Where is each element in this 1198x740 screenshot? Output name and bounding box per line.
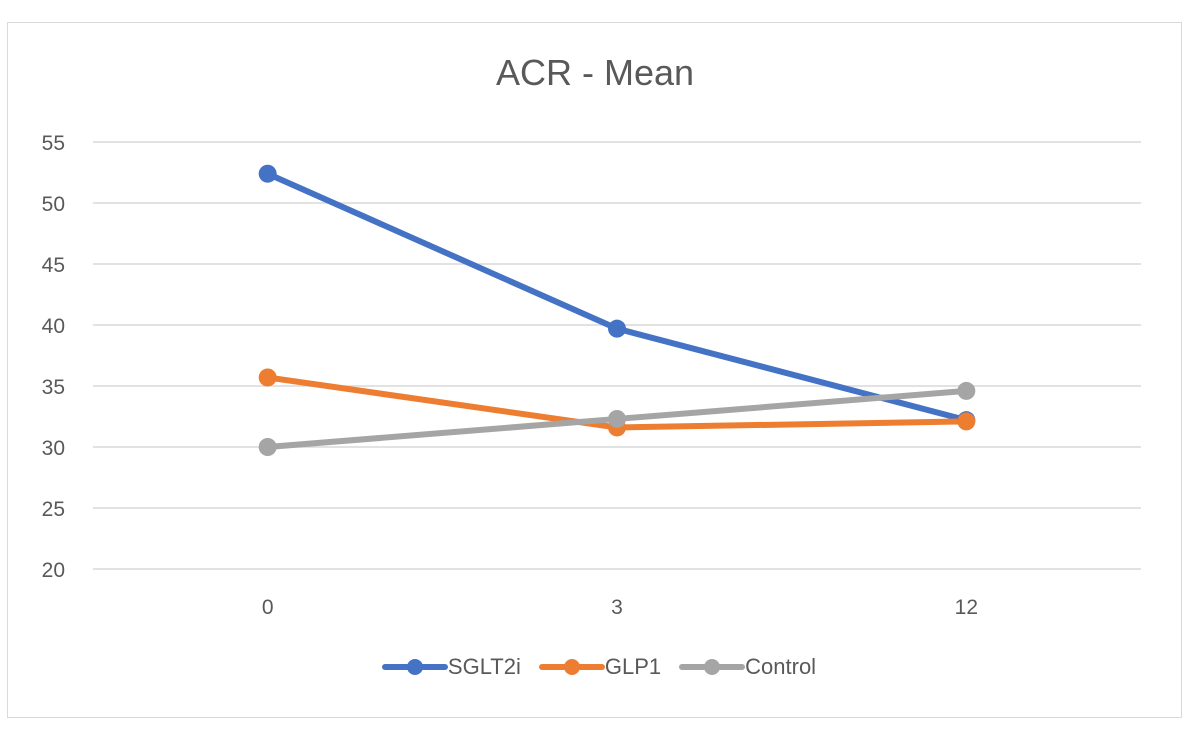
data-point-control	[258, 438, 277, 456]
data-point-control	[957, 381, 976, 400]
legend-item-control: Control	[679, 654, 816, 680]
legend-item-glp1: GLP1	[538, 654, 662, 680]
legend-label: Control	[745, 654, 817, 679]
y-tick-label: 30	[42, 437, 65, 460]
y-tick-label: 45	[42, 254, 65, 277]
legend-label: SGLT2i	[447, 654, 521, 679]
legend-item-sglt2i: SGLT2i	[381, 654, 521, 680]
data-point-glp1	[258, 368, 277, 387]
y-tick-label: 40	[42, 315, 65, 338]
legend-marker-icon	[381, 655, 448, 679]
legend-marker-icon	[538, 655, 605, 679]
series-line-sglt2i	[264, 170, 970, 424]
legend-label: GLP1	[604, 654, 662, 679]
data-point-sglt2i	[608, 319, 626, 338]
x-tick-label: 0	[262, 596, 274, 619]
data-point-glp1	[957, 412, 976, 431]
y-tick-label: 25	[42, 498, 65, 521]
legend: SGLT2i GLP1 Control	[0, 654, 1198, 680]
y-tick-label: 50	[42, 193, 65, 216]
chart-frame	[7, 22, 1182, 718]
data-point-control	[608, 409, 626, 428]
y-tick-label: 55	[42, 132, 65, 155]
x-tick-label: 3	[611, 596, 623, 619]
y-tick-label: 20	[42, 559, 65, 582]
legend-marker-icon	[679, 655, 746, 679]
y-tick-label: 35	[42, 376, 65, 399]
x-tick-label: 12	[955, 596, 978, 619]
data-point-sglt2i	[258, 164, 277, 183]
chart-title: ACR - Mean	[495, 52, 695, 93]
